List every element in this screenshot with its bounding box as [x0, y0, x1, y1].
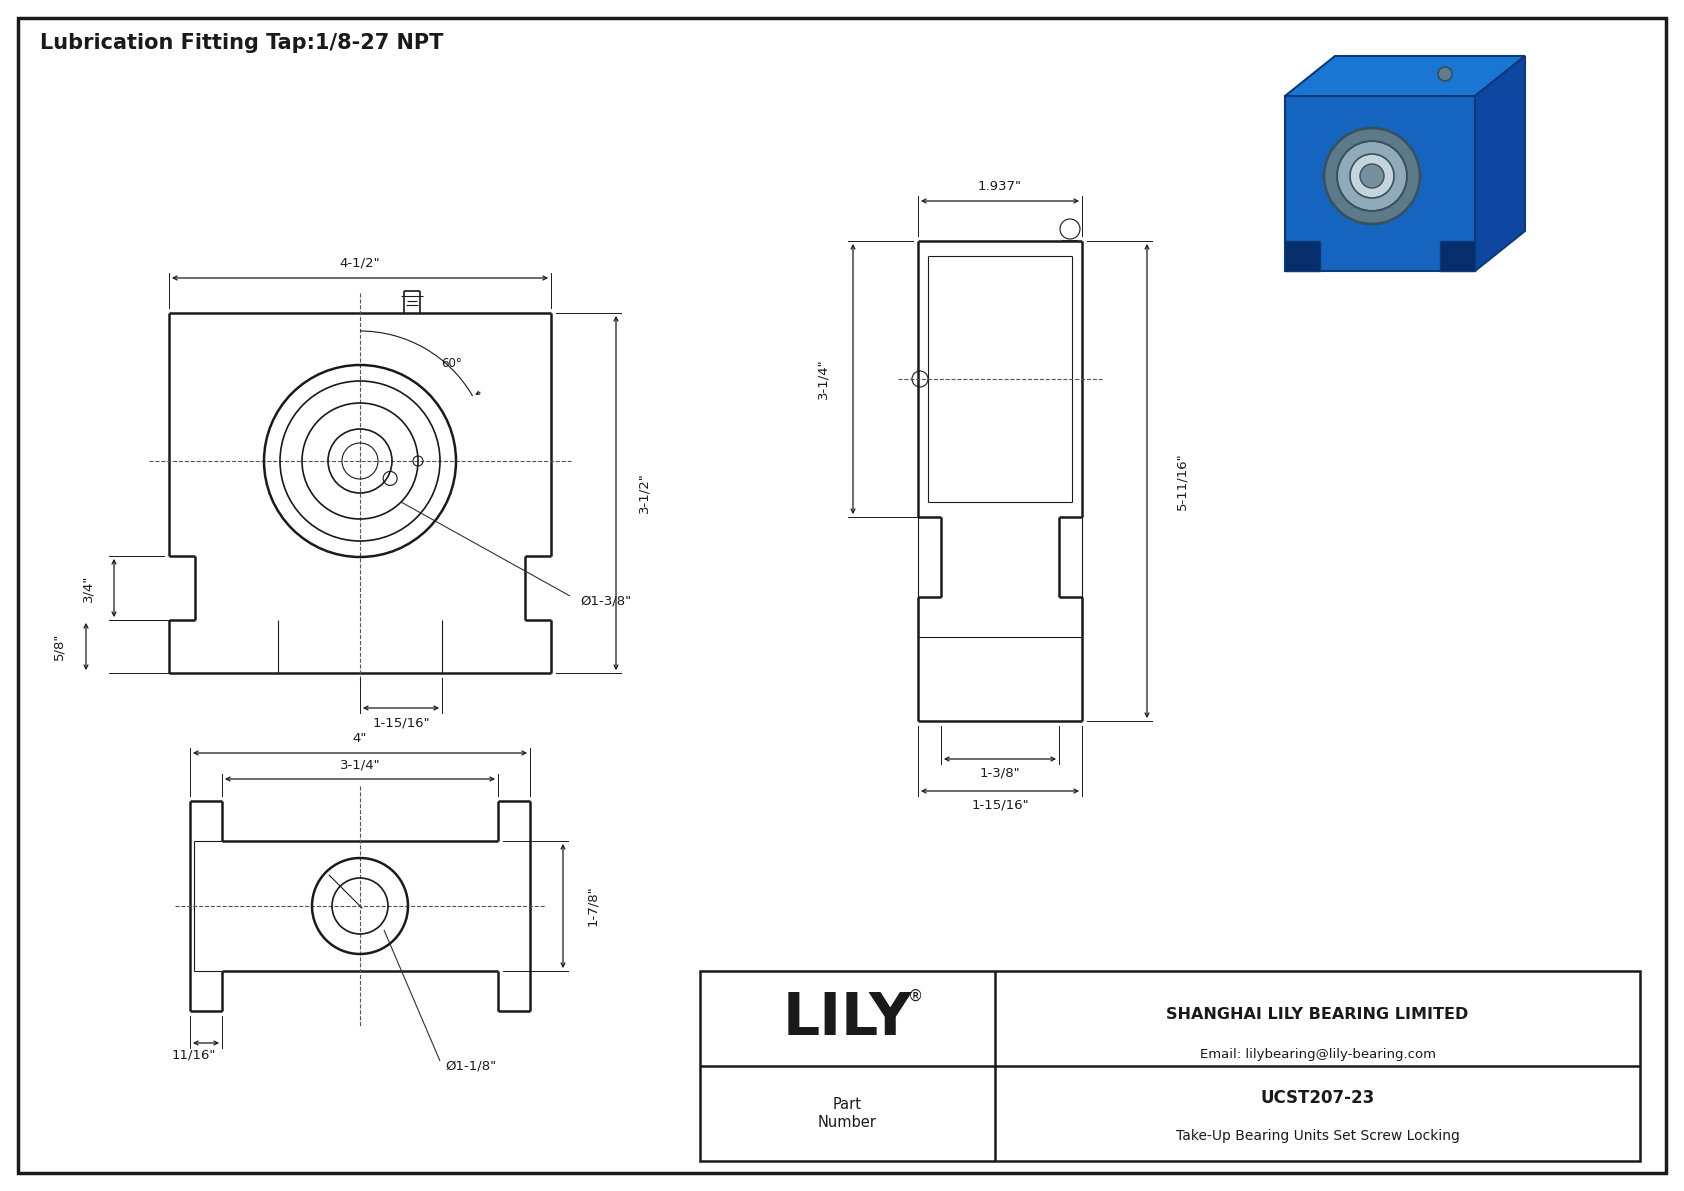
Circle shape — [1324, 127, 1420, 224]
Text: SHANGHAI LILY BEARING LIMITED: SHANGHAI LILY BEARING LIMITED — [1167, 1008, 1468, 1022]
Circle shape — [1438, 67, 1452, 81]
Text: LILY: LILY — [783, 990, 911, 1047]
Polygon shape — [1285, 241, 1320, 272]
Circle shape — [1351, 154, 1394, 198]
Text: 1-15/16": 1-15/16" — [972, 798, 1029, 811]
Text: Email: lilybearing@lily-bearing.com: Email: lilybearing@lily-bearing.com — [1199, 1048, 1435, 1061]
Text: Take-Up Bearing Units Set Screw Locking: Take-Up Bearing Units Set Screw Locking — [1175, 1129, 1460, 1143]
Polygon shape — [1285, 96, 1475, 272]
Polygon shape — [1475, 56, 1526, 272]
Bar — [701, 971, 1640, 1161]
Text: 4": 4" — [354, 731, 367, 744]
Circle shape — [1337, 141, 1408, 211]
Text: ®: ® — [908, 989, 923, 1004]
Text: 3-1/4": 3-1/4" — [340, 759, 381, 772]
Text: 3/4": 3/4" — [81, 574, 94, 601]
Text: 3-1/2": 3-1/2" — [638, 473, 650, 513]
Text: 11/16": 11/16" — [172, 1048, 216, 1061]
Text: 3-1/4": 3-1/4" — [817, 358, 830, 399]
Text: Ø1-1/8": Ø1-1/8" — [445, 1060, 497, 1073]
Text: 4-1/2": 4-1/2" — [340, 256, 381, 269]
Text: UCST207-23: UCST207-23 — [1260, 1090, 1374, 1108]
Text: Part
Number: Part Number — [817, 1097, 876, 1130]
Text: 1-7/8": 1-7/8" — [586, 886, 600, 927]
Circle shape — [1361, 164, 1384, 188]
Text: Ø1-3/8": Ø1-3/8" — [579, 594, 632, 607]
Text: 1-3/8": 1-3/8" — [980, 767, 1021, 779]
Text: 1-15/16": 1-15/16" — [372, 717, 429, 730]
Text: 60°: 60° — [441, 357, 461, 370]
Text: 1.937": 1.937" — [978, 180, 1022, 193]
Text: 5/8": 5/8" — [52, 632, 66, 660]
Text: Lubrication Fitting Tap:1/8-27 NPT: Lubrication Fitting Tap:1/8-27 NPT — [40, 33, 443, 54]
Text: 5-11/16": 5-11/16" — [1175, 453, 1189, 510]
Polygon shape — [1440, 241, 1475, 272]
Polygon shape — [1285, 56, 1526, 96]
